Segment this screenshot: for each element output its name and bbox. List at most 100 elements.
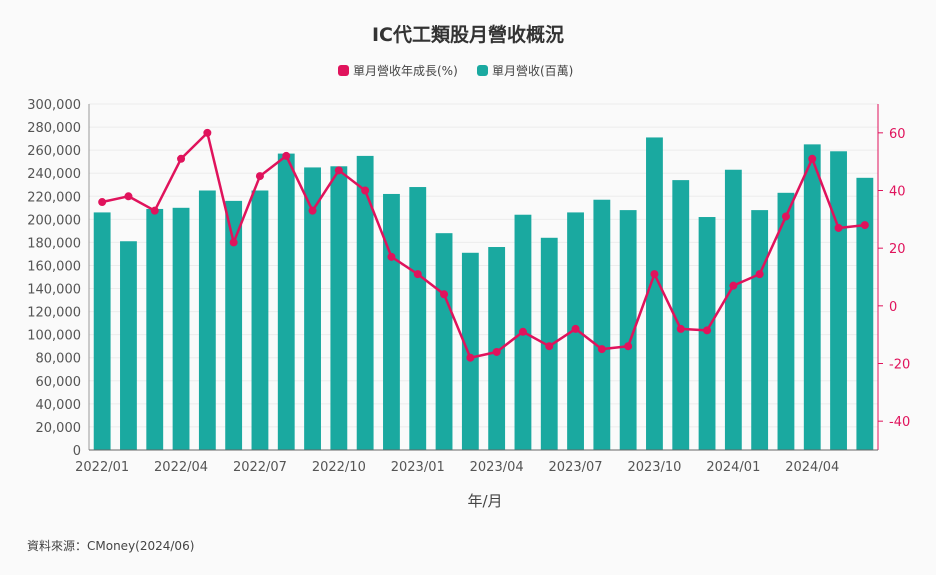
growth-point[interactable] (676, 324, 685, 333)
y-left-tick-label: 240,000 (27, 167, 81, 182)
growth-point[interactable] (729, 281, 738, 290)
revenue-bar[interactable] (277, 153, 295, 451)
y-left-tick-label: 80,000 (36, 352, 82, 367)
revenue-bar[interactable] (383, 193, 400, 450)
growth-point[interactable] (282, 151, 291, 160)
x-tick-label: 2022/10 (312, 460, 366, 475)
growth-line-path (101, 131, 865, 359)
y-left-tick-label: 180,000 (27, 236, 81, 251)
y-right-tick-label: 0 (889, 300, 897, 315)
revenue-bar[interactable] (251, 190, 269, 451)
revenue-bar[interactable] (593, 199, 611, 450)
y-right-tick-label: 60 (889, 127, 906, 142)
y-left-tick-label: 140,000 (27, 283, 81, 298)
growth-point[interactable] (229, 238, 238, 247)
revenue-bar[interactable] (435, 233, 453, 450)
growth-point[interactable] (255, 172, 264, 181)
revenue-bar[interactable] (830, 151, 847, 450)
growth-point[interactable] (518, 327, 527, 336)
y-axis-left-ticks: 0 20,000 40,000 60,000 80,000 100,000 120,000 1… (27, 98, 81, 459)
x-tick-label: 2023/07 (549, 460, 603, 475)
revenue-bar[interactable] (751, 210, 769, 450)
revenue-bar[interactable] (409, 187, 427, 451)
legend-swatch-revenue (477, 65, 488, 76)
y-left-tick-label: 220,000 (27, 190, 81, 205)
y-axis-right-ticks: -40 -20 0 20 40 60 (878, 127, 910, 430)
revenue-bar[interactable] (646, 137, 663, 451)
gridlines (89, 103, 878, 428)
x-tick-label: 2024/01 (706, 460, 760, 475)
revenue-bar[interactable] (120, 241, 137, 450)
x-tick-label: 2023/10 (627, 460, 681, 475)
growth-point[interactable] (177, 154, 186, 163)
growth-point[interactable] (308, 206, 317, 215)
y-right-tick-label: -20 (889, 358, 910, 373)
revenue-bar[interactable] (777, 192, 795, 450)
growth-point[interactable] (98, 198, 107, 207)
x-tick-label: 2022/04 (154, 460, 208, 475)
legend-item-revenue[interactable]: 單月營收(百萬) (477, 64, 573, 78)
y-left-tick-label: 40,000 (36, 398, 82, 413)
growth-point[interactable] (150, 206, 159, 215)
growth-point[interactable] (834, 223, 843, 232)
axes (88, 104, 879, 451)
revenue-bar[interactable] (146, 208, 164, 450)
revenue-bar[interactable] (356, 155, 374, 450)
y-right-tick-label: 40 (889, 185, 906, 200)
revenue-bar[interactable] (93, 212, 111, 450)
revenue-bar[interactable] (461, 252, 479, 450)
x-tick-label: 2022/01 (75, 460, 129, 475)
revenue-bar[interactable] (304, 167, 321, 450)
y-left-tick-label: 260,000 (27, 144, 81, 159)
y-right-tick-label: 20 (889, 242, 906, 257)
growth-point[interactable] (808, 154, 817, 163)
legend[interactable]: 單月營收年成長(%) 單月營收(百萬) (338, 64, 573, 78)
y-left-tick-label: 160,000 (27, 259, 81, 274)
growth-point[interactable] (781, 212, 790, 221)
growth-point[interactable] (545, 342, 554, 351)
y-left-tick-label: 0 (73, 444, 81, 459)
growth-point[interactable] (466, 353, 475, 362)
y-left-tick-label: 300,000 (27, 98, 81, 113)
y-left-tick-label: 20,000 (36, 421, 82, 436)
legend-item-growth[interactable]: 單月營收年成長(%) (338, 64, 458, 78)
x-tick-label: 2023/01 (391, 460, 445, 475)
revenue-bars (93, 137, 874, 451)
growth-point[interactable] (755, 270, 764, 279)
growth-point[interactable] (387, 252, 396, 261)
revenue-bar[interactable] (619, 210, 637, 450)
x-axis-title: 年/月 (467, 492, 502, 510)
revenue-bar[interactable] (672, 180, 690, 450)
growth-point[interactable] (650, 270, 659, 279)
growth-point[interactable] (440, 290, 449, 299)
y-right-tick-label: -40 (889, 415, 910, 430)
source-note: 資料來源：CMoney(2024/06) (27, 539, 194, 553)
growth-point[interactable] (624, 342, 633, 351)
revenue-bar[interactable] (856, 177, 874, 450)
legend-label-revenue: 單月營收(百萬) (492, 64, 573, 78)
revenue-bar[interactable] (724, 169, 742, 451)
growth-point[interactable] (860, 221, 869, 230)
growth-point[interactable] (703, 326, 712, 335)
x-axis-ticks: 2022/01 2022/04 2022/07 2022/10 2023/01 2023/… (75, 460, 839, 475)
growth-point[interactable] (203, 128, 212, 137)
growth-point[interactable] (492, 347, 501, 356)
growth-point[interactable] (124, 192, 133, 201)
growth-point[interactable] (361, 186, 370, 195)
x-tick-label: 2023/04 (470, 460, 524, 475)
y-left-tick-label: 120,000 (27, 306, 81, 321)
growth-point[interactable] (597, 345, 606, 354)
revenue-bar[interactable] (803, 144, 821, 450)
growth-point[interactable] (334, 166, 343, 175)
revenue-bar[interactable] (330, 166, 348, 450)
revenue-bar[interactable] (225, 200, 243, 450)
revenue-bar[interactable] (172, 207, 190, 450)
y-left-tick-label: 200,000 (27, 213, 81, 228)
growth-point[interactable] (571, 324, 580, 333)
growth-line (98, 128, 869, 362)
legend-swatch-growth (338, 65, 349, 76)
revenue-bar[interactable] (198, 190, 216, 451)
growth-point[interactable] (413, 270, 422, 279)
